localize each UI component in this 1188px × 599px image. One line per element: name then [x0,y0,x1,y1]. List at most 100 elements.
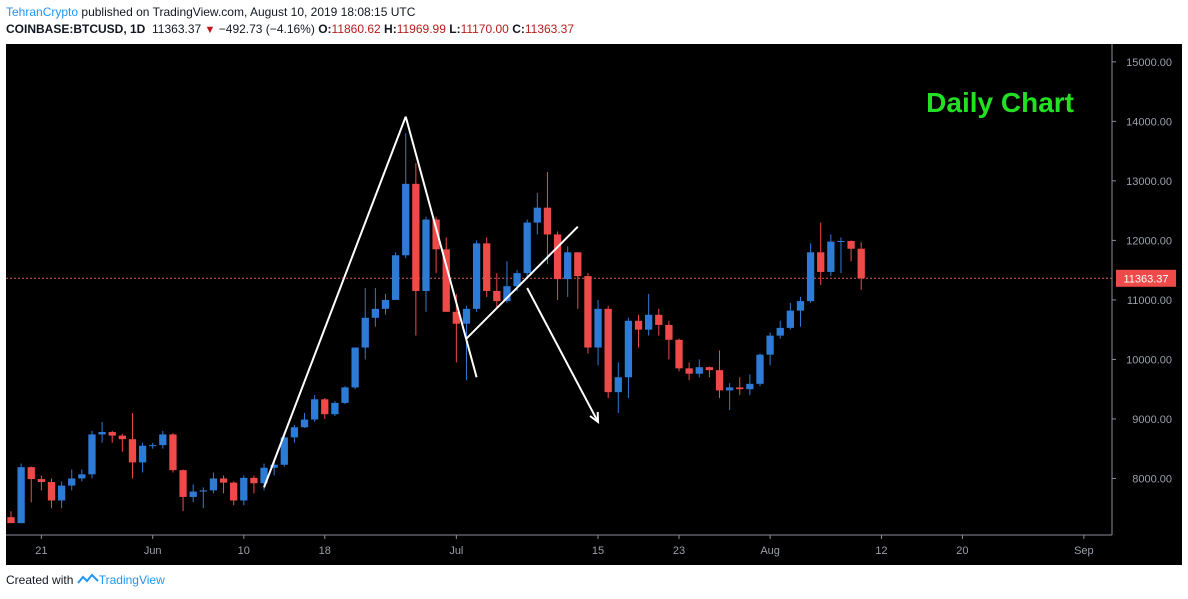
candle-body [311,399,319,420]
candle [402,133,410,259]
candle [57,481,66,509]
price-axis[interactable] [1112,44,1182,535]
price-tag-value: 11363.37 [1123,273,1168,285]
candle-body [533,207,541,223]
author-link[interactable]: TehranCrypto [6,5,79,19]
trend-line[interactable] [263,116,407,488]
candle-body [230,482,238,501]
candle [584,273,592,354]
candle-body [634,320,643,330]
candle [776,320,784,339]
candle [756,353,764,387]
tradingview-brand[interactable]: TradingView [98,573,165,587]
candle-body [564,252,572,280]
candle-body [98,432,106,435]
candle-body [827,241,835,272]
annotation-label: Daily Chart [926,87,1074,118]
candle-body [290,427,299,438]
candle-body [321,399,329,415]
candle [442,237,450,312]
candle-body [402,183,410,256]
trend-line[interactable] [404,116,478,378]
candle-body [715,370,724,391]
candle-body [371,308,380,318]
y-ticks: 8000.00 9000.00 10000.00 11000.00 12000.00 13… [1112,57,1172,485]
close-label: C: [512,22,525,36]
trend-arrow[interactable] [526,287,599,423]
candle [806,243,815,303]
candle [68,469,76,491]
symbol-label[interactable]: COINBASE:BTCUSD, 1D [6,22,146,36]
candle [391,252,400,300]
candle [381,293,390,315]
trend-drawings [263,116,600,488]
x-tick-label: Aug [760,545,780,557]
candle [564,246,572,297]
footer: Created with TradingView [6,573,165,587]
arrow-head-icon [589,411,600,424]
candle [725,383,734,411]
candle [594,299,602,366]
y-tick-label: 11000.00 [1127,295,1172,307]
candle [472,240,481,312]
candle [695,359,703,378]
candle-body [493,290,501,302]
candle-body [645,314,653,330]
candle [311,395,319,422]
candle [47,478,56,509]
candle-body [452,311,460,324]
candle [300,412,309,428]
candle-body [574,252,582,277]
x-tick-label: 18 [319,545,331,557]
chart-header: TehranCrypto published on TradingView.co… [6,4,1182,38]
x-tick-label: 23 [673,545,685,557]
candle [817,222,825,286]
candle [17,463,25,524]
candle-body [189,491,197,497]
low-label: L: [449,22,461,36]
trend-line[interactable] [465,226,579,340]
time-axis[interactable] [6,535,1182,565]
candle-body [27,467,35,480]
y-tick-label: 14000.00 [1126,116,1172,128]
y-tick-label: 12000.00 [1126,235,1172,247]
candle [837,237,845,274]
candle [645,293,653,336]
candle-body [391,255,400,300]
candle-body [341,387,349,403]
candle-body [442,249,450,312]
candle-body [503,286,511,302]
price-chart[interactable]: 8000.00 9000.00 10000.00 11000.00 12000.00 13… [6,44,1182,565]
x-tick-label: Sep [1074,545,1094,557]
candle-body [776,327,784,336]
candles [7,133,865,524]
candle-body [169,434,177,471]
candle-body [260,467,268,484]
candle-body [240,477,248,501]
candle [665,320,673,360]
candle [169,433,177,473]
candle [118,433,126,452]
candle-body [159,434,167,446]
candle [675,338,683,372]
candle-body [736,387,744,390]
candle [614,362,622,413]
candle-body [351,347,359,388]
candle-body [250,477,258,484]
open-label: O: [318,22,332,36]
high-value: 11969.99 [396,22,446,36]
candle-body [432,219,440,250]
candle-body [655,314,663,325]
candle-body [543,207,552,235]
candle [685,362,693,381]
candle-body [817,252,825,272]
x-tick-label: 20 [956,545,968,557]
candle-body [614,377,622,393]
candle-body [78,474,86,479]
candle-body [47,482,56,501]
plot-area[interactable] [6,44,1112,535]
close-value: 11363.37 [524,22,575,36]
candle [574,252,582,309]
candle [746,374,754,396]
candle-body [837,240,845,242]
